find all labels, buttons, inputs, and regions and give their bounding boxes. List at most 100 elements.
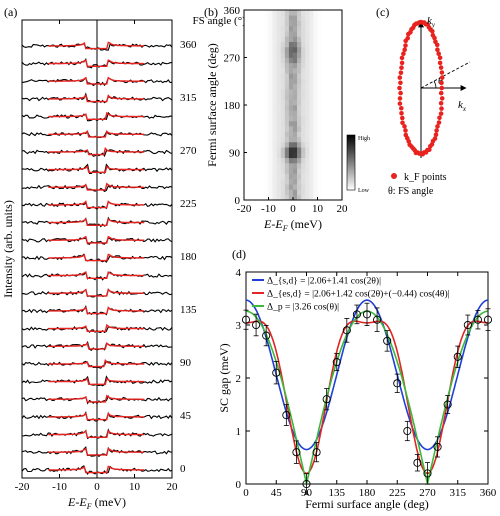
- heatmap-cell: [309, 99, 314, 106]
- heatmap-cell: [264, 131, 269, 137]
- heatmap-cell: [272, 110, 277, 116]
- heatmap-cell: [268, 105, 273, 111]
- heatmap-cell: [313, 20, 318, 27]
- edc-fit-curve: [48, 394, 145, 403]
- heatmap-cell: [268, 136, 273, 143]
- heatmap-cell: [248, 25, 253, 32]
- panel-a-angle-labels: 0 45 90 135 180 225 270 315 360: [180, 39, 197, 475]
- heatmap-cell: [297, 46, 302, 53]
- heatmap-cell: [280, 115, 286, 122]
- heatmap-cell: [309, 105, 314, 111]
- heatmap-cell: [264, 157, 269, 164]
- heatmap-cell: [260, 147, 265, 153]
- heatmap-cell: [264, 99, 269, 106]
- heatmap-cell: [329, 189, 335, 196]
- heatmap-cell: [297, 89, 302, 95]
- heatmap-cell: [284, 62, 290, 69]
- heatmap-cell: [264, 20, 269, 27]
- edc-fit-curve: [48, 429, 145, 438]
- heatmap-cell: [329, 136, 335, 143]
- heatmap-cell: [260, 120, 265, 127]
- heatmap-cell: [264, 120, 269, 127]
- heatmap-cell: [333, 52, 339, 58]
- heatmap-cell: [280, 94, 286, 101]
- heatmap-cell: [288, 120, 294, 127]
- heatmap-cell: [305, 194, 310, 201]
- heatmap-cell: [337, 36, 343, 42]
- kf-point: [399, 55, 405, 61]
- heatmap-cell: [268, 36, 273, 42]
- heatmap-cell: [264, 15, 269, 21]
- edc-data-curve: [21, 325, 173, 334]
- heatmap-cell: [325, 126, 331, 132]
- heatmap-cell: [297, 173, 302, 180]
- heatmap-cell: [264, 41, 269, 48]
- edc-fit-curve: [48, 342, 145, 350]
- heatmap-cell: [329, 173, 335, 180]
- edc-fit-curve: [48, 271, 145, 279]
- heatmap-cell: [280, 46, 286, 53]
- heatmap-cell: [252, 141, 257, 148]
- heatmap-cell: [268, 78, 273, 85]
- heatmap-cell: [309, 36, 314, 42]
- heatmap-cell: [317, 115, 322, 122]
- heatmap-cell: [297, 105, 302, 111]
- heatmap-cell: [268, 152, 273, 159]
- heatmap-cell: [337, 147, 343, 153]
- heatmap-cell: [248, 99, 253, 106]
- heatmap-cell: [329, 94, 335, 101]
- heatmap-cell: [337, 178, 343, 185]
- heatmap-cell: [276, 184, 282, 190]
- heatmap-cell: [329, 120, 335, 127]
- heatmap-cell: [260, 131, 265, 137]
- kf-point: [437, 60, 443, 66]
- heatmap-cell: [276, 120, 282, 127]
- heatmap-cell: [337, 15, 343, 21]
- heatmap-cell: [272, 136, 277, 143]
- heatmap-cell: [288, 52, 294, 58]
- heatmap-cell: [284, 25, 290, 32]
- heatmap-cell: [256, 57, 261, 64]
- heatmap-cell: [321, 194, 326, 201]
- heatmap-cell: [321, 157, 326, 164]
- heatmap-cell: [248, 141, 253, 148]
- heatmap-cell: [317, 105, 322, 111]
- heatmap-cell: [264, 25, 269, 32]
- heatmap-cell: [272, 52, 277, 58]
- heatmap-cell: [293, 62, 298, 69]
- heatmap-cell: [293, 31, 298, 37]
- heatmap-cell: [293, 168, 298, 174]
- heatmap-cell: [325, 168, 331, 174]
- gap-data-point: [403, 426, 412, 436]
- heatmap-cell: [325, 110, 331, 116]
- heatmap-cell: [264, 189, 269, 196]
- heatmap-cell: [268, 178, 273, 185]
- heatmap-cell: [305, 25, 310, 32]
- heatmap-cell: [244, 168, 249, 174]
- kf-point: [436, 120, 442, 125]
- heatmap-cell: [309, 173, 314, 180]
- heatmap-cell: [337, 120, 343, 127]
- heatmap-cell: [276, 173, 282, 180]
- heatmap-cell: [272, 83, 277, 90]
- heatmap-cell: [305, 57, 310, 64]
- heatmap-cell: [268, 25, 273, 32]
- kf-point: [433, 39, 438, 45]
- panel-b-y-tick-label: 0: [235, 195, 241, 207]
- heatmap-cell: [337, 78, 343, 85]
- heatmap-cell: [309, 184, 314, 190]
- heatmap-cell: [309, 68, 314, 74]
- heatmap-cell: [248, 31, 253, 37]
- panel-b-y-tick-label: 270: [224, 53, 241, 65]
- heatmap-cell: [264, 184, 269, 190]
- heatmap-cell: [260, 83, 265, 90]
- heatmap-cell: [252, 73, 257, 79]
- gap-data-point: [443, 400, 452, 409]
- heatmap-cell: [264, 83, 269, 90]
- heatmap-cell: [305, 36, 310, 42]
- heatmap-cell: [280, 89, 286, 95]
- heatmap-cell: [268, 110, 273, 116]
- heatmap-cell: [325, 131, 331, 137]
- heatmap-cell: [313, 31, 318, 37]
- heatmap-cell: [329, 110, 335, 116]
